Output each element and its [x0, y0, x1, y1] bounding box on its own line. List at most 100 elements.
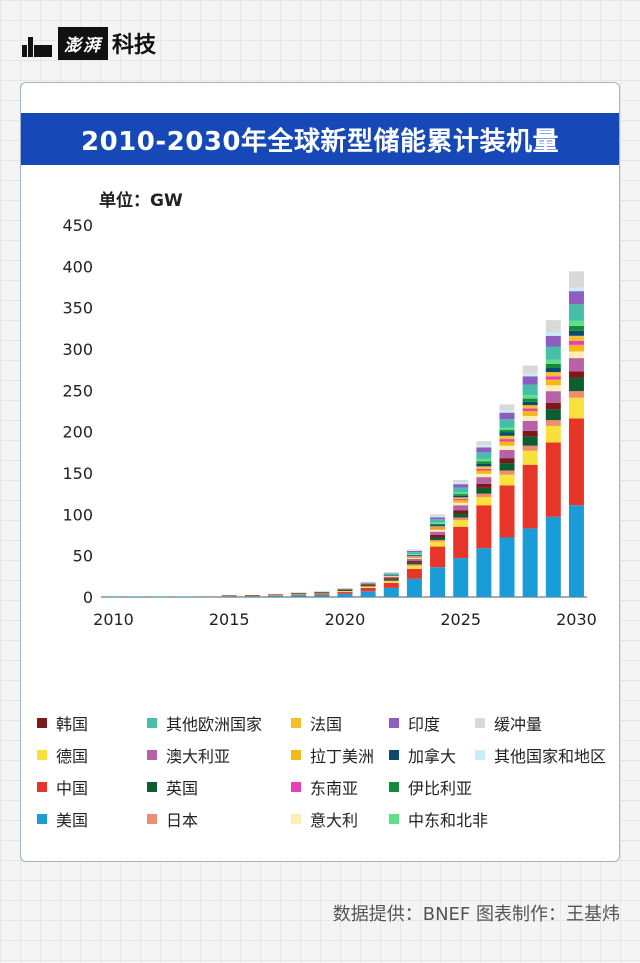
legend-swatch	[147, 782, 157, 792]
bar-segment	[453, 505, 469, 511]
bar-segment	[406, 562, 422, 565]
bar-segment	[476, 445, 492, 448]
bar-segment	[568, 335, 584, 341]
bar-segment	[453, 517, 469, 521]
bar-segment	[129, 596, 145, 597]
bar-segment	[476, 496, 492, 506]
bar-segment	[499, 474, 515, 486]
bar-segment	[337, 588, 353, 589]
bar-segment	[499, 458, 515, 464]
bar-segment	[568, 330, 584, 336]
bar-segment	[406, 554, 422, 556]
bar-segment	[545, 379, 561, 386]
bar-segment	[499, 412, 515, 420]
y-tick-label: 250	[62, 381, 93, 400]
bar-segment	[268, 595, 284, 597]
bar-segment	[383, 576, 399, 579]
legend-swatch	[389, 750, 399, 760]
bar-segment	[522, 528, 538, 597]
bar-segment	[268, 594, 284, 596]
bar-segment	[499, 485, 515, 538]
bar-segment	[453, 526, 469, 559]
bar-segment	[383, 572, 399, 573]
bar-segment	[522, 411, 538, 416]
bar-segment	[568, 418, 584, 506]
bar-segment	[476, 477, 492, 484]
bar-segment	[568, 505, 584, 597]
bar-segment	[453, 487, 469, 493]
bar-segment	[314, 593, 330, 595]
bar-segment	[476, 466, 492, 469]
bar-segment	[476, 487, 492, 494]
bar-segment	[430, 567, 446, 597]
bar-segment	[360, 584, 376, 586]
bar-segment	[499, 470, 515, 475]
legend-swatch	[475, 750, 485, 760]
bar-segment	[360, 585, 376, 587]
bar-segment	[568, 371, 584, 378]
legend-label: 伊比利亚	[408, 779, 473, 798]
legend-label: 德国	[56, 747, 89, 766]
bar-segment	[406, 555, 422, 557]
bar-segment	[499, 537, 515, 597]
x-tick-label: 2010	[93, 610, 134, 629]
bar-segment	[453, 499, 469, 501]
bar-segment	[383, 573, 399, 574]
bar-segment	[568, 304, 584, 321]
bar-segment	[476, 493, 492, 497]
bar-segment	[430, 514, 446, 516]
bar-segment	[430, 530, 446, 532]
y-tick-label: 150	[62, 464, 93, 483]
bar-segment	[383, 581, 399, 583]
bar-segment	[406, 556, 422, 557]
bar-segment	[545, 372, 561, 377]
bar-segment	[453, 480, 469, 483]
legend-label: 其他国家和地区	[494, 747, 607, 766]
bar-segment	[476, 470, 492, 474]
bar-segment	[545, 346, 561, 360]
bar-segment	[453, 502, 469, 506]
bar-segment	[383, 573, 399, 576]
legend-item: 其他国家和地区	[475, 743, 606, 767]
bar-segment	[476, 468, 492, 471]
legend-item: 德国	[37, 743, 88, 767]
bar-segment	[406, 565, 422, 569]
bar-segment	[476, 441, 492, 446]
x-tick-label: 2020	[325, 610, 366, 629]
bar-segment	[337, 588, 353, 590]
legend-item: 英国	[147, 775, 198, 799]
bar-segment	[406, 568, 422, 579]
bar-segment	[476, 461, 492, 464]
bar-segment	[545, 516, 561, 597]
legend-label: 东南亚	[310, 779, 359, 798]
bar-segment	[545, 409, 561, 421]
legend-item: 法国	[291, 711, 342, 735]
bar-segment	[453, 482, 469, 485]
bar-segment	[268, 595, 284, 596]
bar-segment	[568, 320, 584, 326]
bar-segment	[430, 515, 446, 518]
bar-segment	[406, 550, 422, 551]
bar-segment	[244, 595, 260, 596]
bar-segment	[291, 593, 307, 595]
bar-segment	[522, 445, 538, 451]
bar-segment	[545, 335, 561, 347]
legend-item: 美国	[37, 807, 88, 831]
bar-segment	[337, 589, 353, 591]
bar-segment	[430, 517, 446, 520]
bar-segment	[383, 580, 399, 582]
bar-segment	[453, 510, 469, 514]
bar-segment	[453, 500, 469, 503]
bar-segment	[568, 351, 584, 359]
legend-swatch	[291, 718, 301, 728]
bar-segment	[244, 596, 260, 597]
legend-item: 其他欧洲国家	[147, 711, 262, 735]
bar-segment	[430, 522, 446, 524]
bar-segment	[406, 550, 422, 553]
y-tick-label: 400	[62, 257, 93, 276]
brand-text: 科技	[112, 33, 157, 58]
bar-segment	[499, 419, 515, 428]
bar-segment	[360, 583, 376, 585]
legend-label: 缓冲量	[494, 715, 543, 734]
legend-item: 加拿大	[389, 743, 456, 767]
